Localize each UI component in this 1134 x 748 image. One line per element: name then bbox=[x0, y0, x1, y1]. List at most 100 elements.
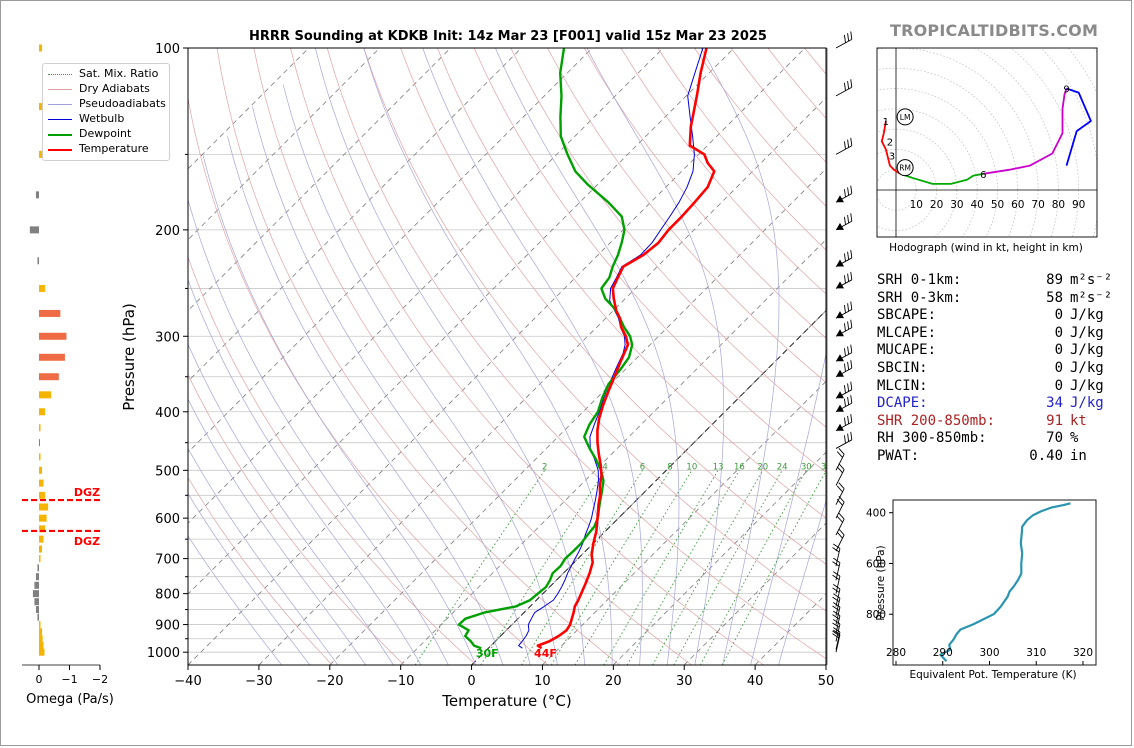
wind-barb-feather bbox=[850, 431, 853, 440]
wind-barb bbox=[835, 86, 853, 97]
dry-adiabat bbox=[253, 48, 692, 665]
wind-barb bbox=[835, 634, 841, 653]
wind-barb-feather bbox=[847, 33, 850, 42]
parameter-unit: J/kg bbox=[1070, 359, 1104, 376]
mixing-ratio-label: 24 bbox=[777, 462, 788, 472]
wind-barb-feather bbox=[833, 619, 841, 625]
omega-bar bbox=[39, 284, 46, 292]
omega-bar bbox=[35, 606, 39, 614]
hodo-motion-label: LM bbox=[900, 113, 911, 122]
hodo-tick-label: 40 bbox=[971, 199, 984, 211]
pseudoadiabat bbox=[586, 48, 725, 653]
dry-adiabat bbox=[188, 96, 549, 665]
wind-barb bbox=[835, 534, 845, 552]
wind-barb-feather bbox=[836, 515, 843, 523]
pseudoadiabat bbox=[252, 106, 528, 653]
omega-bar bbox=[37, 613, 39, 621]
pseudoadiabat bbox=[694, 652, 698, 665]
omega-bar bbox=[39, 309, 61, 317]
hodo-tick-label: 10 bbox=[910, 199, 923, 211]
wind-barb-pennant bbox=[836, 222, 844, 230]
wind-barb-feather bbox=[844, 398, 846, 407]
dry-adiabat bbox=[290, 48, 764, 665]
wind-barb-feather bbox=[844, 363, 846, 372]
pseudoadiabat bbox=[188, 398, 358, 653]
omega-bar bbox=[39, 555, 41, 563]
wind-barb-feather bbox=[836, 466, 843, 474]
hodo-motion-marker bbox=[896, 159, 914, 177]
wind-barb-feather bbox=[850, 301, 853, 310]
wind-barb bbox=[835, 562, 841, 581]
omega-bar bbox=[39, 408, 46, 416]
wind-barb-feather bbox=[838, 463, 845, 470]
mixing-ratio-label: 30 bbox=[801, 462, 812, 472]
wind-barb-feather bbox=[844, 141, 846, 150]
mixing-ratio-label: 36 bbox=[821, 462, 832, 472]
hodo-caption: Hodograph (wind in kt, height in km) bbox=[889, 242, 1083, 254]
parameter-row: RH 300-850mb: 70% bbox=[877, 430, 1107, 448]
dry-adiabat bbox=[363, 48, 826, 612]
wind-barb-feather bbox=[832, 622, 840, 628]
wind-barb-feather bbox=[832, 605, 840, 611]
legend-swatch bbox=[48, 134, 72, 136]
wind-barb-feather bbox=[833, 571, 841, 577]
parameter-label: SHR 200-850mb: bbox=[877, 412, 996, 429]
omega-bar bbox=[39, 479, 44, 487]
isotherm-line bbox=[188, 48, 806, 665]
isotherm-line bbox=[188, 48, 522, 382]
omega-bar bbox=[39, 353, 65, 361]
omega-bar bbox=[32, 590, 39, 598]
wind-barb-feather bbox=[847, 251, 850, 260]
isotherm-line bbox=[683, 522, 826, 665]
parameter-unit: J/kg bbox=[1070, 377, 1104, 394]
chart-legend: Sat. Mix. Ratio Dry Adiabats Pseudoadiab… bbox=[42, 63, 170, 161]
dry-adiabat bbox=[188, 256, 477, 665]
omega-tick-label: −2 bbox=[92, 673, 108, 686]
hodo-height-label: 1 bbox=[883, 117, 889, 128]
parameter-value: 70 bbox=[1046, 430, 1063, 447]
hodo-trace bbox=[880, 120, 901, 175]
y-tick-label: 600 bbox=[155, 512, 180, 527]
wind-barb-feather bbox=[847, 433, 850, 442]
parameter-label: SBCIN: bbox=[877, 359, 928, 376]
dry-adiabat bbox=[188, 476, 333, 665]
theta-e-y-axis-label: Pressure (hPa) bbox=[875, 545, 887, 620]
dry-adiabat bbox=[400, 48, 826, 565]
pseudoadiabat bbox=[700, 48, 780, 653]
pseudoadiabat bbox=[188, 343, 386, 653]
hodo-height-label: 3 bbox=[889, 151, 895, 162]
wind-barb-feather bbox=[847, 187, 850, 196]
mixing-ratio-line bbox=[480, 470, 606, 665]
dry-adiabat bbox=[437, 48, 826, 519]
omega-bar bbox=[39, 545, 43, 553]
parameter-unit: J/kg bbox=[1070, 395, 1104, 412]
omega-bar bbox=[39, 103, 43, 111]
x-tick-label: 30 bbox=[676, 674, 693, 689]
isotherm-line bbox=[188, 48, 664, 524]
dry-adiabat bbox=[326, 48, 826, 660]
parameter-value: 0 bbox=[1054, 324, 1063, 341]
omega-bar bbox=[39, 466, 43, 474]
legend-label: Temperature bbox=[79, 142, 149, 155]
wind-barb-feather bbox=[832, 630, 840, 636]
wind-barb-feather bbox=[844, 435, 846, 444]
hodo-tick-label: 50 bbox=[991, 199, 1004, 211]
wind-barb-feather bbox=[850, 360, 853, 369]
wind-barb-feather bbox=[850, 31, 853, 40]
wind-barb bbox=[835, 488, 845, 505]
mixing-ratio-line bbox=[626, 470, 740, 665]
mixing-ratio-line bbox=[521, 470, 643, 665]
profile-dewpoint bbox=[457, 48, 634, 650]
wind-barb-feather bbox=[836, 485, 843, 493]
wind-barb-feather bbox=[847, 139, 850, 148]
wind-barb bbox=[835, 501, 845, 519]
mixing-ratio-line bbox=[721, 470, 826, 665]
parameter-label: MUCAPE: bbox=[877, 342, 937, 359]
pseudoadiabat bbox=[188, 447, 329, 653]
parameter-value: 0 bbox=[1054, 359, 1063, 376]
x-tick-label: −10 bbox=[387, 674, 414, 689]
wind-barb-pennant bbox=[836, 281, 844, 289]
y-tick-label: 300 bbox=[155, 330, 180, 345]
pseudoadiabat bbox=[227, 136, 499, 653]
wind-barb-feather bbox=[833, 602, 841, 608]
